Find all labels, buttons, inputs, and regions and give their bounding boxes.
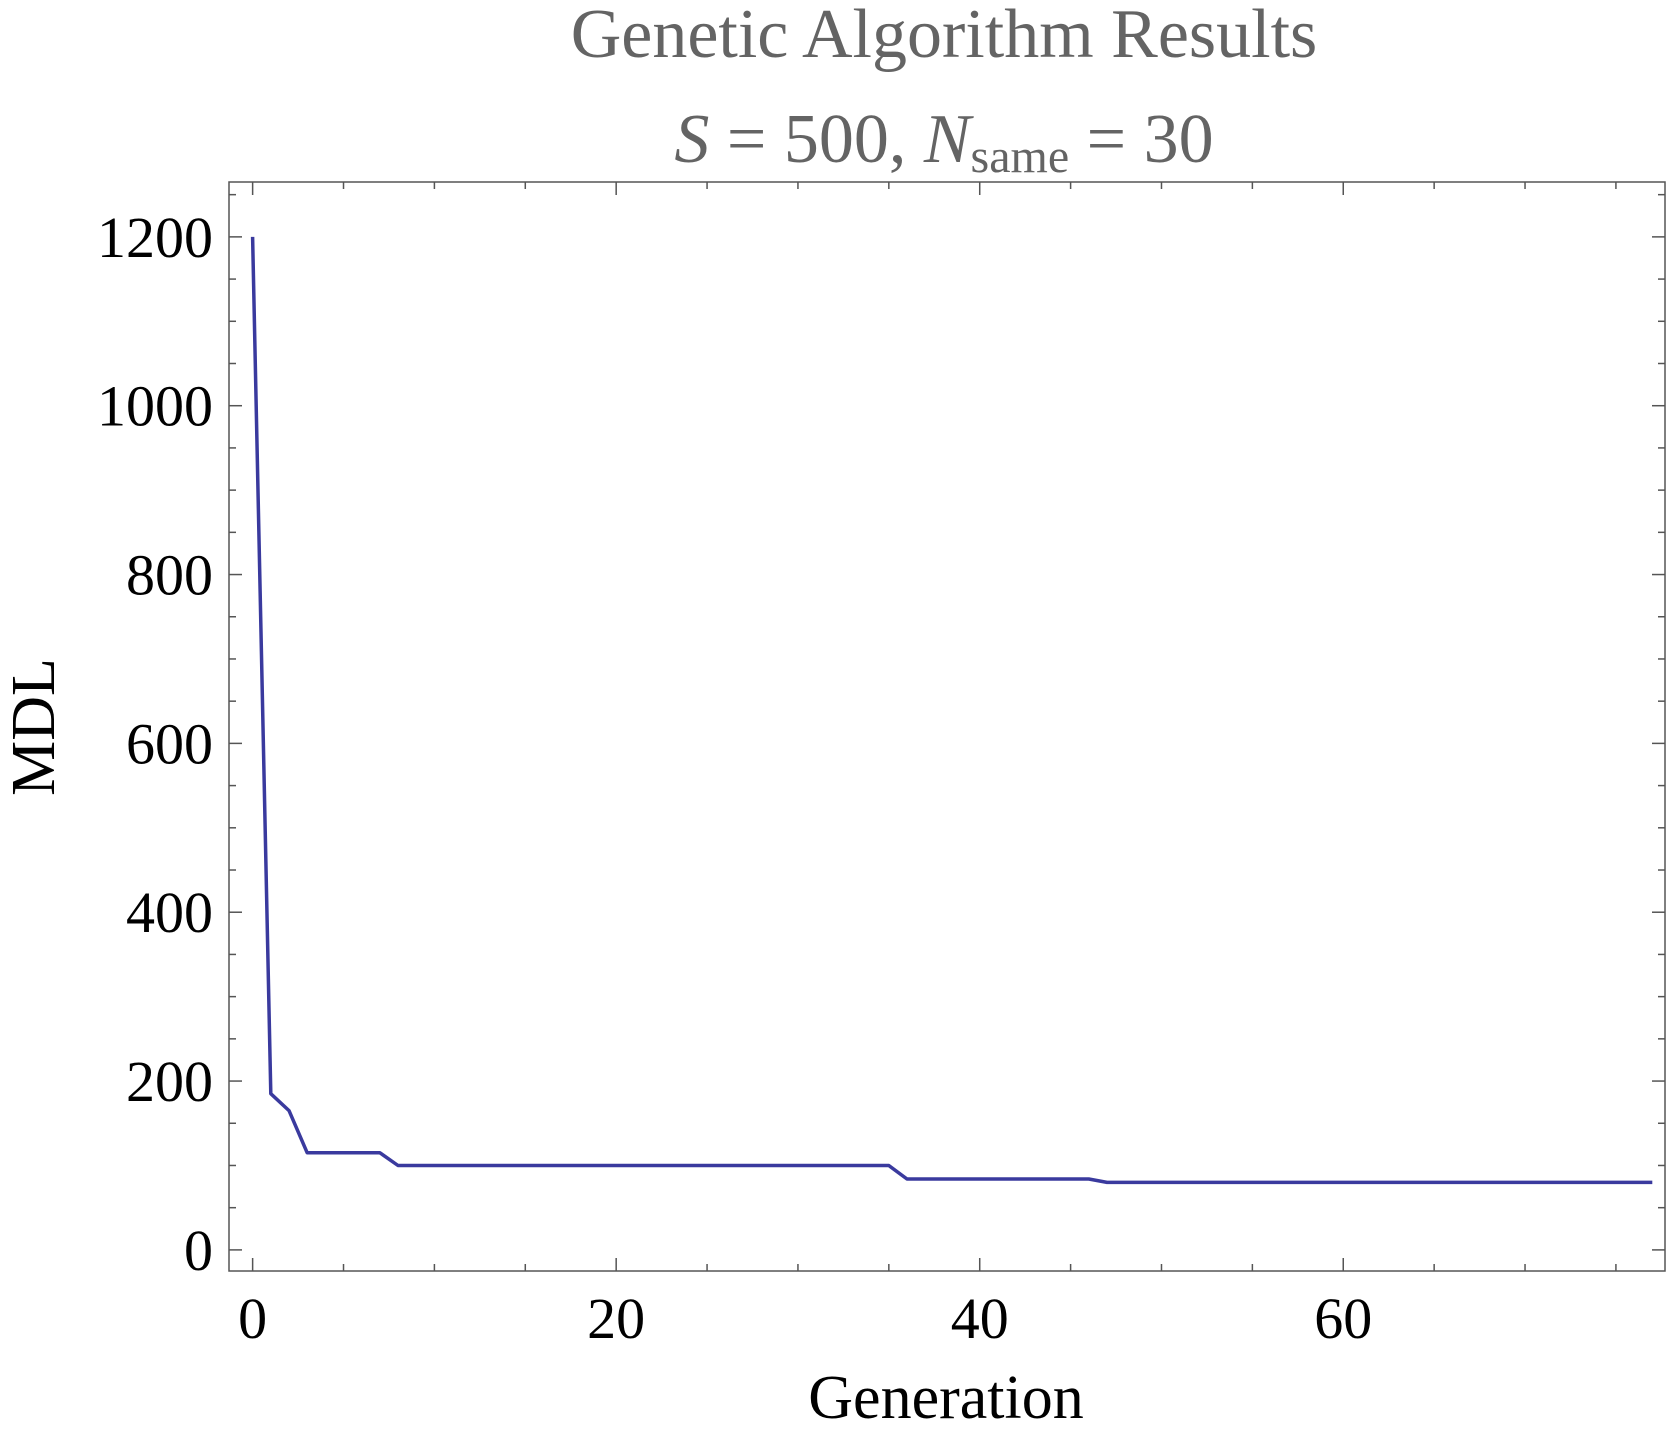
y-tick-label: 400 xyxy=(126,880,213,945)
x-tick-label: 0 xyxy=(238,1286,267,1351)
x-tick-label: 40 xyxy=(951,1286,1009,1351)
y-tick-label: 0 xyxy=(184,1218,213,1283)
chart-subtitle: S = 500, Nsame = 30 xyxy=(674,101,1213,183)
x-axis-label: Generation xyxy=(808,1364,1083,1432)
y-tick-label: 1000 xyxy=(97,374,213,439)
subtitle-s-value: = 500, xyxy=(709,101,923,178)
subtitle-s-symbol: S xyxy=(674,101,709,178)
subtitle-n-value: = 30 xyxy=(1069,101,1213,178)
subtitle-n-subscript: same xyxy=(971,130,1070,183)
y-axis-label: MDL xyxy=(0,658,68,796)
chart-title: Genetic Algorithm Results xyxy=(571,0,1318,73)
subtitle-n-symbol: N xyxy=(923,101,974,178)
y-tick-label: 1200 xyxy=(97,205,213,270)
plot-frame xyxy=(228,181,1666,1272)
y-tick-label: 200 xyxy=(126,1049,213,1114)
y-tick-label: 600 xyxy=(126,711,213,776)
series-line-mdl xyxy=(250,236,1653,1185)
x-tick-label: 60 xyxy=(1314,1286,1372,1351)
x-tick-label: 20 xyxy=(587,1286,645,1351)
y-tick-label: 800 xyxy=(126,543,213,608)
axis-ticks xyxy=(229,182,1665,1271)
